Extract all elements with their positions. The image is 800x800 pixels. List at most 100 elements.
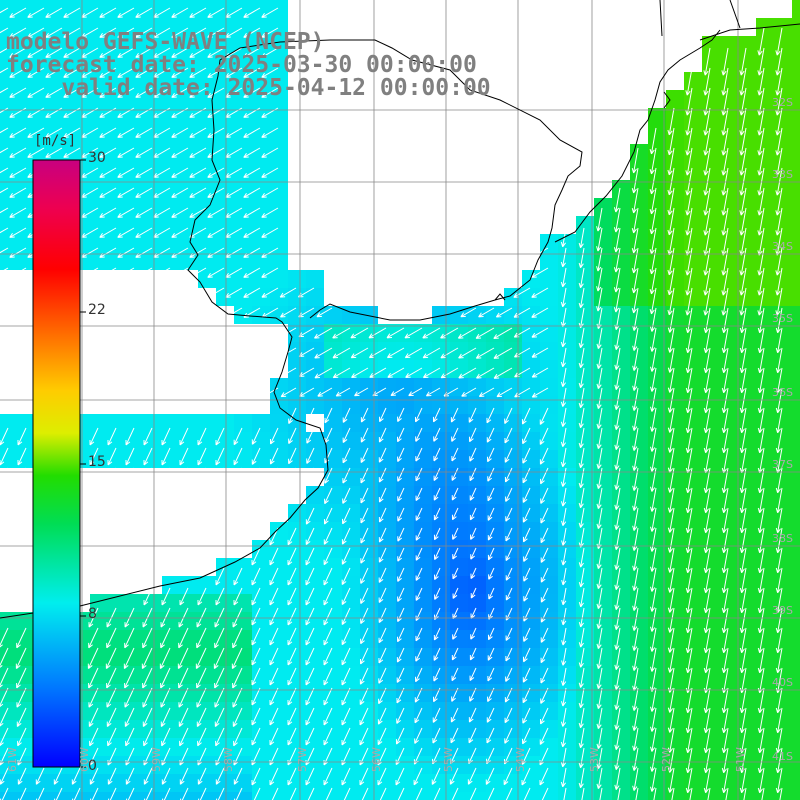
field-cell	[198, 252, 216, 270]
field-cell	[72, 108, 90, 126]
field-cell	[0, 252, 18, 270]
field-cell	[270, 234, 288, 252]
wind-arrow	[323, 727, 333, 746]
field-cell	[216, 684, 234, 702]
wind-arrow	[521, 407, 531, 425]
wind-arrow	[232, 667, 243, 689]
longitude-label: 55W	[442, 747, 455, 772]
wind-arrow	[617, 787, 621, 800]
field-cell	[126, 720, 144, 738]
wind-arrow	[613, 227, 621, 253]
wind-arrow	[171, 127, 189, 138]
wind-arrow	[89, 727, 99, 747]
wind-arrow	[396, 667, 405, 683]
wind-arrow	[397, 787, 405, 800]
wind-arrow	[685, 107, 693, 136]
field-cell	[666, 558, 684, 576]
field-cell	[594, 558, 612, 576]
wind-arrow	[360, 547, 369, 564]
field-cell	[486, 540, 504, 558]
wind-arrow	[135, 7, 153, 18]
field-cell	[288, 378, 306, 396]
wind-arrow	[650, 447, 657, 472]
field-cell	[234, 180, 252, 198]
field-cell	[702, 648, 720, 666]
wind-arrow	[341, 767, 351, 786]
wind-arrow	[632, 487, 639, 511]
wind-arrow	[261, 27, 279, 38]
field-cell	[774, 270, 792, 288]
wind-arrow	[596, 727, 603, 750]
field-cell	[162, 774, 180, 792]
wind-arrow	[523, 787, 531, 800]
wind-arrow	[0, 67, 9, 74]
wind-arrow	[261, 187, 279, 198]
field-cell	[486, 666, 504, 684]
field-cell	[630, 720, 648, 738]
field-cell	[144, 234, 162, 252]
field-cell	[162, 180, 180, 198]
field-cell	[396, 486, 414, 504]
field-cell	[738, 180, 756, 198]
field-cell	[630, 180, 648, 198]
wind-arrow	[359, 687, 369, 705]
field-cell	[666, 684, 684, 702]
field-cell	[648, 234, 666, 252]
field-cell	[576, 594, 594, 612]
field-cell	[468, 378, 486, 396]
wind-arrow	[161, 727, 171, 747]
wind-arrow	[632, 707, 639, 731]
field-cell	[54, 72, 72, 90]
wind-arrow	[531, 287, 549, 298]
field-cell	[414, 378, 432, 396]
wind-arrow	[578, 707, 585, 729]
wind-arrow	[305, 527, 315, 545]
wind-arrow	[451, 487, 459, 501]
field-cell	[558, 702, 576, 720]
field-cell	[432, 702, 450, 720]
field-cell	[792, 378, 800, 396]
field-cell	[18, 108, 36, 126]
field-cell	[342, 378, 360, 396]
wind-arrow	[505, 567, 513, 581]
wind-arrow	[378, 587, 387, 603]
field-cell	[90, 414, 108, 432]
field-cell	[414, 360, 432, 378]
field-cell	[378, 756, 396, 774]
wind-arrow	[487, 787, 495, 800]
field-cell	[342, 396, 360, 414]
wind-arrow	[667, 147, 675, 176]
field-cell	[396, 576, 414, 594]
wind-arrow	[757, 287, 765, 316]
wind-arrow	[63, 127, 81, 138]
wind-arrow	[88, 607, 99, 628]
wind-arrow	[757, 427, 765, 454]
wind-arrow	[125, 467, 135, 486]
field-cell	[378, 774, 396, 792]
wind-arrow	[142, 607, 153, 628]
wind-arrow	[707, 787, 711, 800]
wind-arrow	[243, 67, 261, 78]
field-cell	[126, 666, 144, 684]
wind-arrow	[757, 667, 765, 694]
field-cell	[306, 396, 324, 414]
field-cell	[18, 180, 36, 198]
wind-arrow	[288, 447, 297, 465]
field-cell	[414, 540, 432, 558]
field-cell	[666, 576, 684, 594]
wind-arrow	[233, 587, 243, 606]
wind-arrow	[287, 707, 297, 726]
wind-arrow	[505, 507, 513, 522]
wind-arrow	[632, 447, 639, 471]
field-cell	[324, 702, 342, 720]
wind-arrow	[650, 547, 657, 572]
wind-arrow	[757, 647, 765, 674]
field-cell	[504, 756, 522, 774]
field-cell	[684, 162, 702, 180]
wind-arrow	[650, 667, 657, 692]
wind-arrow	[415, 647, 423, 662]
field-cell	[306, 288, 324, 306]
field-cell	[198, 774, 216, 792]
field-cell	[648, 522, 666, 540]
field-cell	[594, 576, 612, 594]
